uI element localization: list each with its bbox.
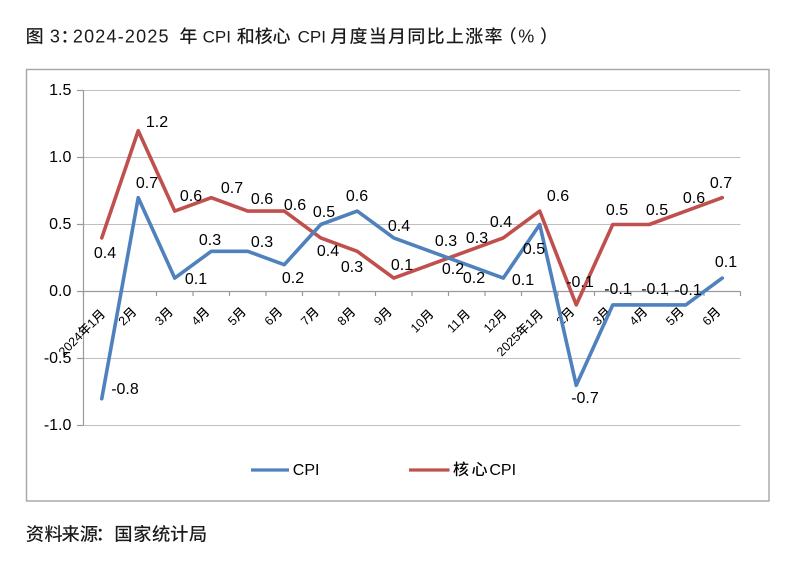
svg-text:0.7: 0.7 [136,175,158,192]
svg-text:0.0: 0.0 [49,283,71,300]
svg-text:0.6: 0.6 [683,190,705,207]
svg-text:-0.5: -0.5 [44,350,72,367]
svg-text:0.1: 0.1 [512,272,534,289]
svg-text:-1.0: -1.0 [44,417,72,434]
svg-text:CPI: CPI [298,28,326,47]
svg-text:0.2: 0.2 [282,270,304,287]
svg-text:0.1: 0.1 [185,271,207,288]
svg-text:0.5: 0.5 [49,216,71,233]
svg-text:-0.7: -0.7 [571,390,599,407]
svg-text:0.4: 0.4 [388,218,410,235]
svg-text:1.0: 1.0 [49,149,71,166]
svg-text:0.2: 0.2 [442,261,464,278]
svg-text:1.5: 1.5 [49,82,71,99]
svg-text:-0.1: -0.1 [604,281,632,298]
svg-text:-0.1: -0.1 [641,281,669,298]
svg-text:0.3: 0.3 [251,234,273,251]
svg-text:-0.1: -0.1 [674,282,702,299]
svg-text:3: 3 [50,27,60,47]
svg-text:0.6: 0.6 [346,188,368,205]
svg-text:0.1: 0.1 [715,254,737,271]
svg-text:0.4: 0.4 [490,214,512,231]
svg-text:0.4: 0.4 [94,245,116,262]
svg-text:0.7: 0.7 [221,180,243,197]
svg-text:-0.8: -0.8 [111,381,139,398]
svg-text:0.3: 0.3 [199,232,221,249]
svg-text:CPI: CPI [203,28,231,47]
svg-text:0.6: 0.6 [180,188,202,205]
svg-text:0.5: 0.5 [646,202,668,219]
svg-text:CPI: CPI [293,462,320,479]
svg-text:%: % [518,27,534,47]
svg-text:1.2: 1.2 [146,114,168,131]
svg-text:-0.1: -0.1 [566,274,594,291]
svg-text:0.6: 0.6 [251,191,273,208]
svg-text:0.3: 0.3 [341,259,363,276]
svg-text:0.5: 0.5 [606,202,628,219]
svg-text:0.6: 0.6 [284,197,306,214]
svg-text:0.4: 0.4 [317,243,339,260]
svg-text:0.7: 0.7 [710,175,732,192]
svg-text:0.3: 0.3 [466,230,488,247]
svg-text:0.5: 0.5 [313,204,335,221]
svg-text:0.6: 0.6 [547,188,569,205]
svg-text:2024-2025: 2024-2025 [73,27,170,47]
svg-text:0.2: 0.2 [463,270,485,287]
svg-text:CPI: CPI [489,462,516,479]
svg-text:0.1: 0.1 [391,257,413,274]
svg-text:0.3: 0.3 [435,233,457,250]
svg-text:0.5: 0.5 [523,241,545,258]
